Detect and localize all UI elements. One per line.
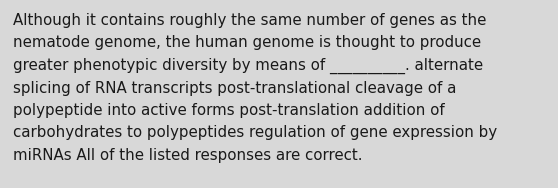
Text: Although it contains roughly the same number of genes as the: Although it contains roughly the same nu… [13, 13, 487, 28]
Text: polypeptide into active forms post-translation addition of: polypeptide into active forms post-trans… [13, 103, 445, 118]
Text: nematode genome, the human genome is thought to produce: nematode genome, the human genome is tho… [13, 36, 481, 51]
Text: greater phenotypic diversity by means of __________. alternate: greater phenotypic diversity by means of… [13, 58, 483, 74]
Text: miRNAs All of the listed responses are correct.: miRNAs All of the listed responses are c… [13, 148, 363, 163]
Text: splicing of RNA transcripts post-translational cleavage of a: splicing of RNA transcripts post-transla… [13, 80, 456, 96]
Text: carbohydrates to polypeptides regulation of gene expression by: carbohydrates to polypeptides regulation… [13, 126, 497, 140]
